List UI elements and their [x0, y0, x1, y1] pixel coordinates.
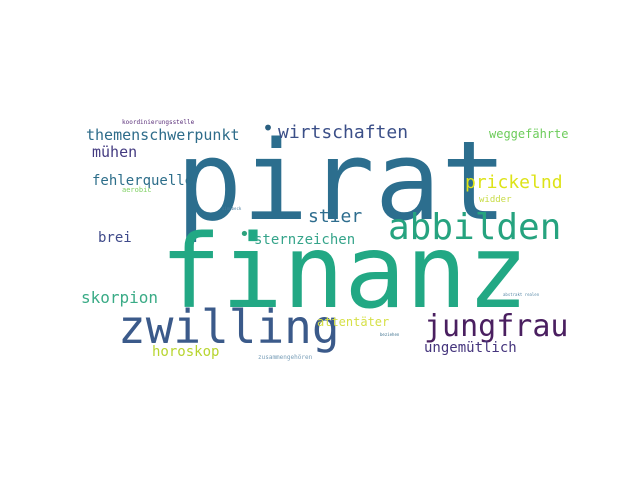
- word-pirat: pirat: [176, 117, 508, 245]
- word-tiny-1: sinnbeck: [222, 206, 242, 211]
- word-stier: stier: [308, 206, 363, 227]
- word-tiny-2: beziehen: [380, 332, 400, 337]
- word-finanz: finanz: [160, 213, 529, 332]
- word-horoskop: horoskop: [152, 344, 220, 360]
- word-dot: •: [262, 116, 275, 140]
- word-prickelnd: prickelnd: [465, 172, 563, 193]
- word-skorpion: skorpion: [81, 288, 159, 307]
- word-tiny-3: abstrakt realen: [503, 292, 540, 297]
- word-jungfrau: jungfrau: [424, 309, 569, 344]
- word-fehlerquelle: fehlerquelle: [92, 173, 194, 189]
- word-muehen: mühen: [92, 143, 138, 161]
- word-abbilden: abbilden: [388, 207, 562, 248]
- word-brei: brei: [98, 230, 132, 246]
- word-widder: widder: [479, 195, 512, 205]
- word-weggefaehrte: weggefährte: [489, 127, 569, 141]
- word-themenschwerpunkt: themenschwerpunkt: [86, 126, 240, 144]
- word-koordinierungsstelle: koordinierungsstelle: [122, 119, 195, 126]
- word-zwilling: zwilling: [118, 300, 340, 354]
- word-aerobic: aerobic: [122, 186, 152, 194]
- word-ungemuetlich: ungemütlich: [424, 340, 517, 356]
- word-zusammengehoeren: zusammengehören: [258, 354, 313, 361]
- word-wirtschaften: wirtschaften: [278, 122, 409, 143]
- word-sternzeichen: sternzeichen: [254, 232, 356, 248]
- word-attentaeter: attentäter: [317, 315, 390, 329]
- word-dot2: •: [239, 224, 250, 245]
